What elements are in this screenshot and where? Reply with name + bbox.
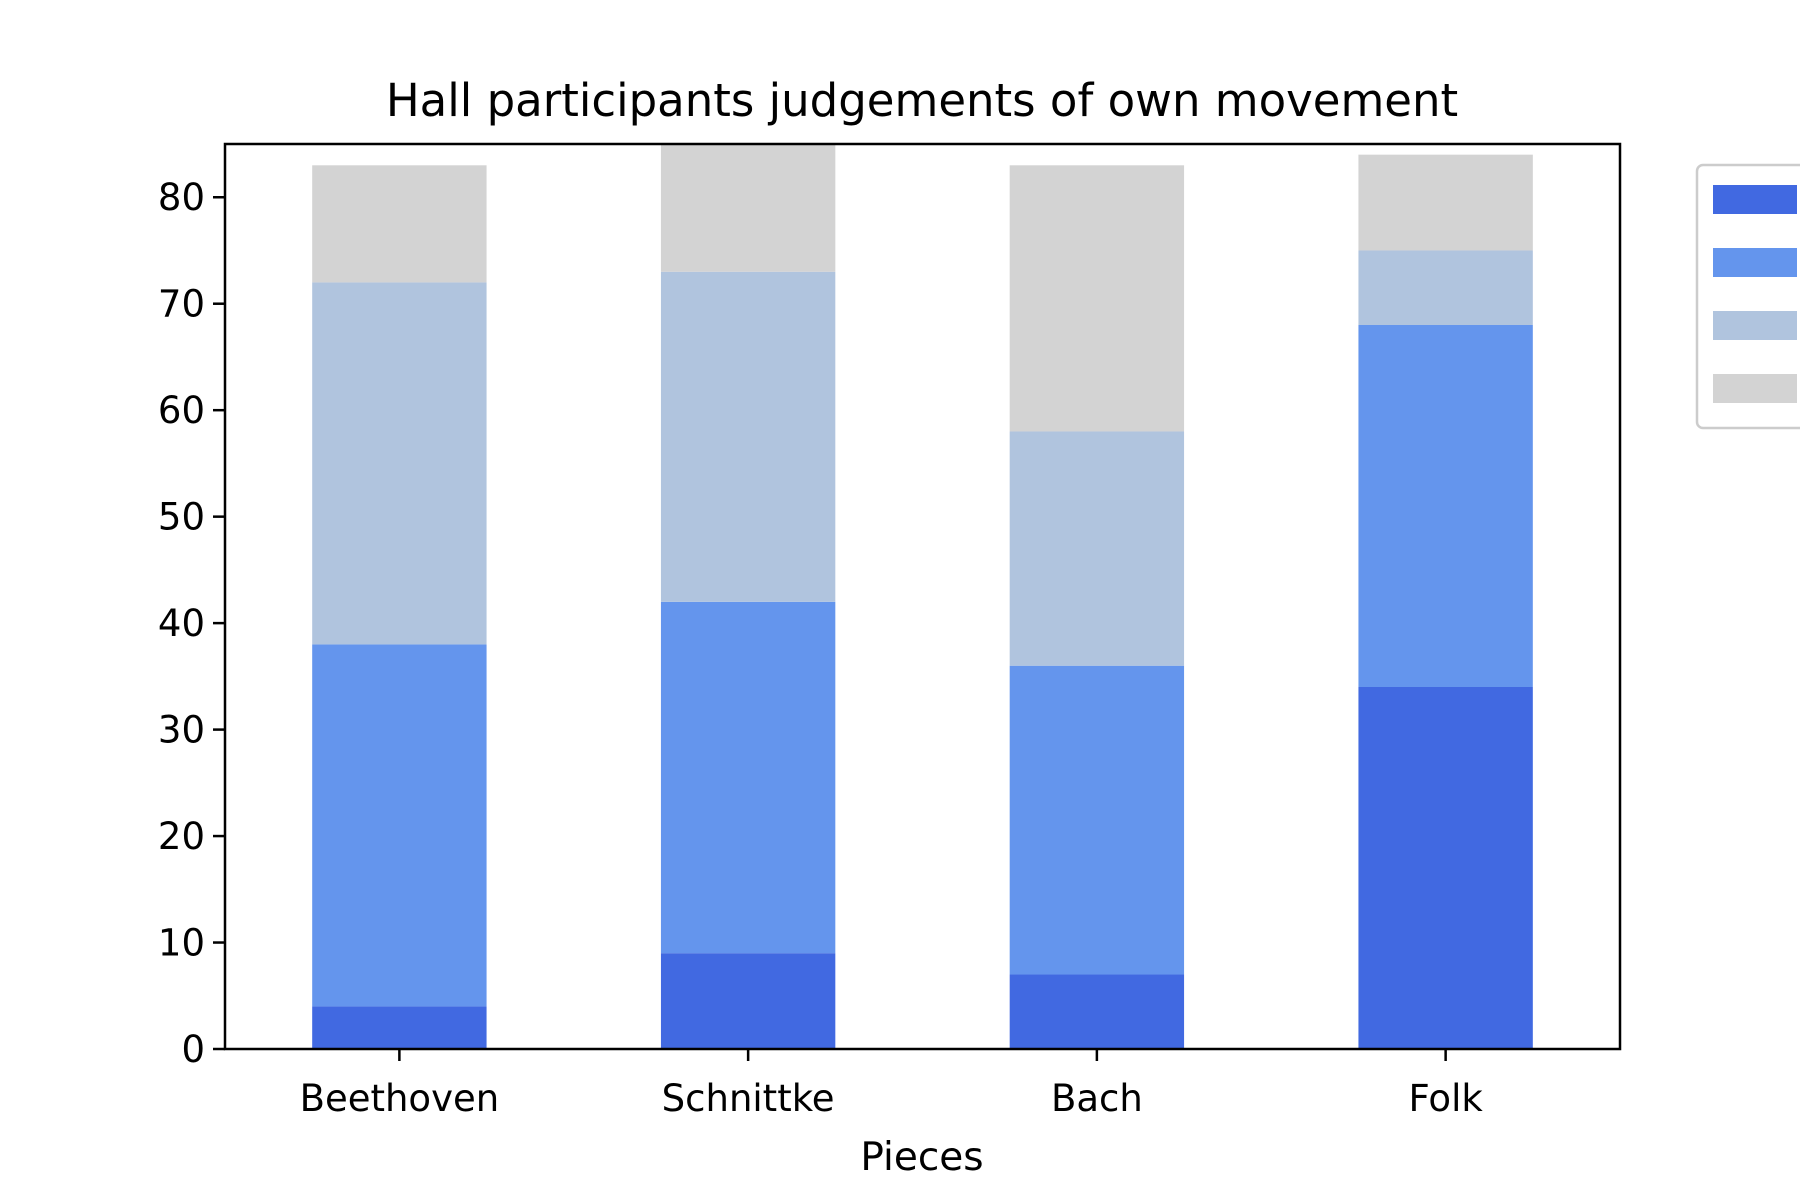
- y-axis: 0 10 20 30 40 50 60 70 80: [158, 176, 225, 1071]
- y-tick-label: 20: [158, 815, 205, 858]
- legend: [1695, 163, 1800, 430]
- x-tick-label-bach: Bach: [1051, 1077, 1143, 1120]
- x-tick-label-folk: Folk: [1408, 1077, 1483, 1120]
- legend-swatch-1: [1713, 185, 1797, 214]
- x-axis: Beethoven Schnittke Bach Folk: [300, 1049, 1483, 1120]
- legend-frame: [1695, 163, 1800, 430]
- bar-folk-segment-3: [1358, 250, 1533, 325]
- bar-bach-segment-1: [1009, 974, 1185, 1049]
- bar-beethoven-segment-3: [312, 282, 487, 645]
- y-tick-label: 30: [158, 709, 205, 752]
- bar-folk-segment-1: [1358, 687, 1533, 1049]
- legend-swatch-2: [1713, 248, 1797, 277]
- bar-beethoven-segment-2: [312, 644, 487, 1007]
- y-tick-label: 70: [158, 283, 205, 326]
- plot-frame: [223, 142, 1622, 1051]
- bar-bach-segment-4: [1009, 165, 1185, 432]
- x-tick-label-schnittke: Schnittke: [662, 1077, 835, 1120]
- bar-bach-segment-3: [1009, 431, 1185, 666]
- bar-beethoven-segment-1: [312, 1006, 487, 1049]
- bar-schnittke-segment-3: [660, 271, 836, 602]
- y-tick-label: 40: [158, 602, 205, 645]
- bar-schnittke-segment-1: [660, 953, 836, 1049]
- y-tick-label: 50: [158, 496, 205, 539]
- bar-beethoven-segment-4: [312, 165, 487, 283]
- y-tick-label: 60: [158, 389, 205, 432]
- bars-group: [312, 144, 1533, 1049]
- bar-schnittke-segment-4: [660, 144, 836, 272]
- x-axis-label: Pieces: [860, 1135, 983, 1180]
- bar-schnittke-segment-2: [660, 601, 836, 954]
- y-tick-label: 80: [158, 176, 205, 219]
- y-tick-label: 10: [158, 922, 205, 965]
- bar-folk-segment-2: [1358, 325, 1533, 687]
- y-tick-label: 0: [181, 1028, 205, 1071]
- bar-bach-segment-2: [1009, 665, 1185, 975]
- legend-swatch-4: [1713, 374, 1797, 403]
- legend-swatch-3: [1713, 311, 1797, 340]
- chart-title: Hall participants judgements of own move…: [386, 74, 1458, 127]
- bar-folk-segment-4: [1358, 154, 1533, 251]
- x-tick-label-beethoven: Beethoven: [300, 1077, 500, 1120]
